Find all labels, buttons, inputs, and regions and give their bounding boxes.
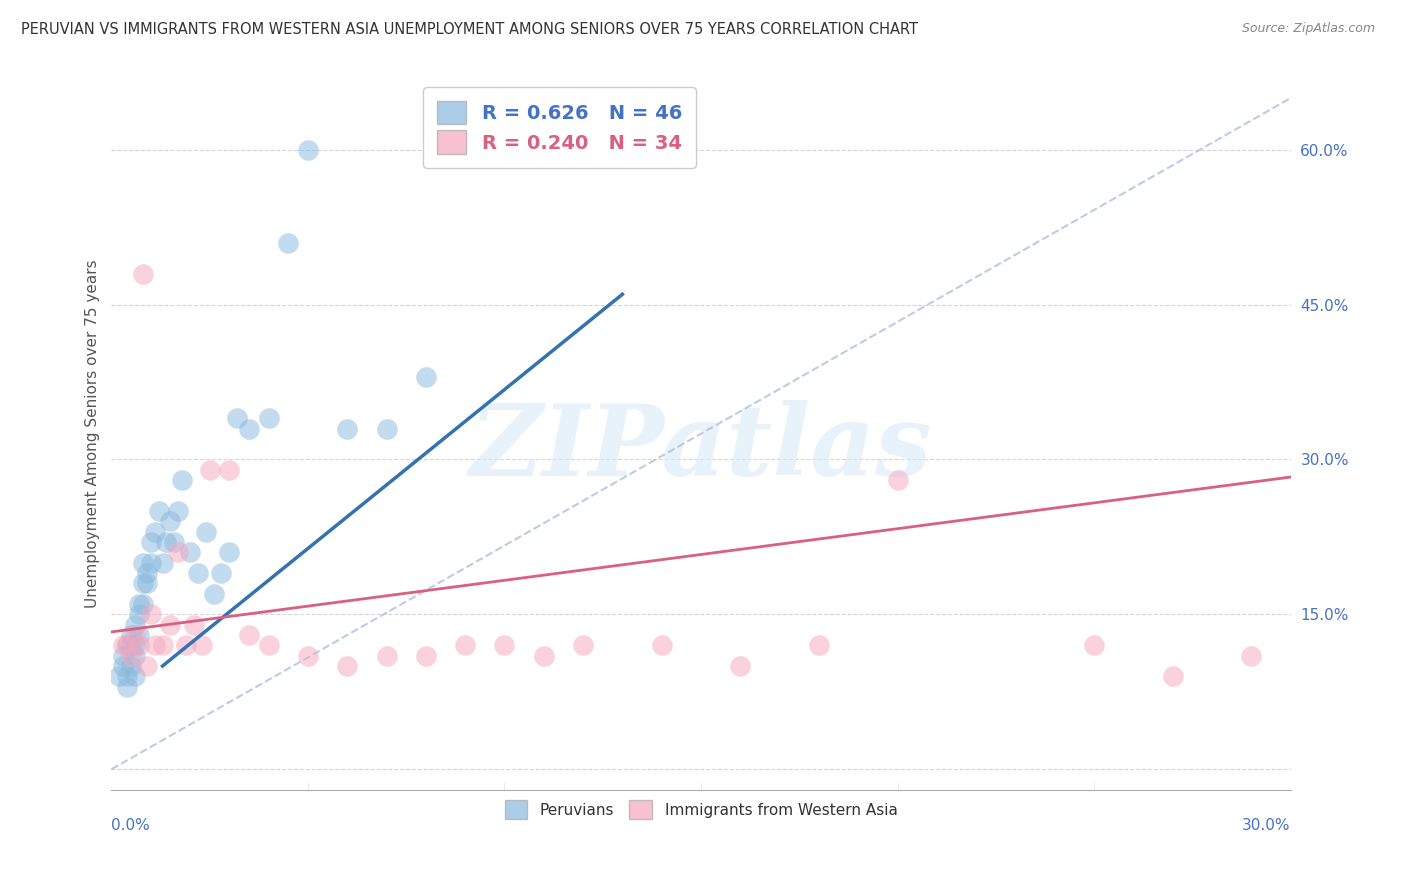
Point [120, 648, 142, 663]
Point [226, 411, 249, 425]
Point [198, 463, 221, 477]
Point [612, 143, 634, 157]
Point [211, 566, 233, 580]
Point [115, 639, 138, 653]
Point [128, 639, 150, 653]
Point [132, 267, 155, 281]
Point [336, 659, 359, 673]
Point [152, 639, 174, 653]
Point [132, 576, 155, 591]
Point [336, 421, 359, 435]
Point [112, 639, 135, 653]
Point [124, 628, 146, 642]
Point [143, 639, 166, 653]
Point [415, 370, 437, 384]
Point [159, 617, 181, 632]
Point [194, 524, 217, 539]
Point [128, 607, 150, 622]
Point [115, 669, 138, 683]
Text: 30.0%: 30.0% [1241, 819, 1291, 833]
Point [167, 545, 190, 559]
Point [124, 648, 146, 663]
Point [172, 473, 194, 487]
Point [132, 556, 155, 570]
Point [375, 648, 398, 663]
Point [143, 524, 166, 539]
Point [128, 628, 150, 642]
Point [148, 504, 170, 518]
Point [128, 597, 150, 611]
Point [120, 659, 142, 673]
Legend: Peruvians, Immigrants from Western Asia: Peruvians, Immigrants from Western Asia [499, 794, 904, 825]
Point [115, 639, 138, 653]
Text: Source: ZipAtlas.com: Source: ZipAtlas.com [1241, 22, 1375, 36]
Point [415, 648, 437, 663]
Point [187, 566, 209, 580]
Point [533, 648, 555, 663]
Point [257, 411, 280, 425]
Point [155, 535, 177, 549]
Point [112, 648, 135, 663]
Point [135, 576, 157, 591]
Point [139, 535, 162, 549]
Point [218, 545, 240, 559]
Point [1083, 639, 1105, 653]
Point [494, 639, 516, 653]
Point [807, 639, 830, 653]
Point [120, 639, 142, 653]
Point [730, 659, 752, 673]
Point [218, 463, 240, 477]
Point [124, 639, 146, 653]
Point [163, 535, 186, 549]
Point [375, 421, 398, 435]
Point [1161, 669, 1184, 683]
Point [191, 639, 214, 653]
Point [651, 639, 673, 653]
Point [115, 680, 138, 694]
Point [132, 597, 155, 611]
Point [183, 617, 205, 632]
Point [297, 648, 319, 663]
Point [454, 639, 477, 653]
Point [238, 421, 260, 435]
Point [120, 628, 142, 642]
Point [257, 639, 280, 653]
Point [167, 504, 190, 518]
Point [139, 556, 162, 570]
Point [152, 556, 174, 570]
Y-axis label: Unemployment Among Seniors over 75 years: Unemployment Among Seniors over 75 years [86, 260, 100, 608]
Point [179, 545, 201, 559]
Point [238, 628, 260, 642]
Point [202, 587, 225, 601]
Point [139, 607, 162, 622]
Point [159, 515, 181, 529]
Point [174, 639, 197, 653]
Point [112, 659, 135, 673]
Point [886, 473, 908, 487]
Point [1240, 648, 1263, 663]
Point [135, 566, 157, 580]
Text: 0.0%: 0.0% [111, 819, 150, 833]
Point [135, 659, 157, 673]
Text: PERUVIAN VS IMMIGRANTS FROM WESTERN ASIA UNEMPLOYMENT AMONG SENIORS OVER 75 YEAR: PERUVIAN VS IMMIGRANTS FROM WESTERN ASIA… [21, 22, 918, 37]
Point [124, 617, 146, 632]
Point [297, 143, 319, 157]
Point [108, 669, 131, 683]
Text: ZIPatlas: ZIPatlas [470, 400, 932, 496]
Point [277, 235, 299, 250]
Point [572, 639, 595, 653]
Point [124, 669, 146, 683]
